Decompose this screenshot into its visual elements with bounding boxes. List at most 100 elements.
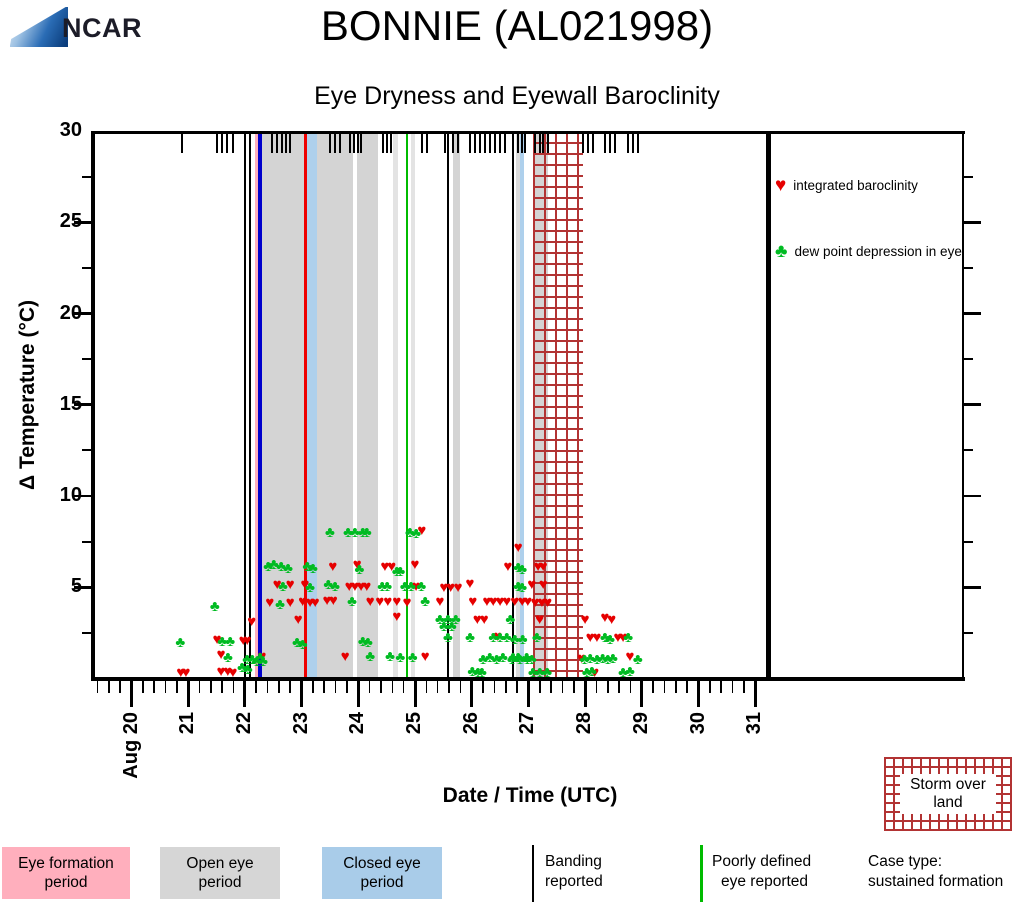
observation-rug-tick	[221, 134, 224, 153]
heart-point: ♥	[523, 592, 533, 610]
club-point: ♣	[323, 576, 334, 594]
heart-point: ♥	[223, 662, 233, 680]
heart-point: ♥	[181, 663, 191, 681]
x-tick	[243, 680, 247, 707]
club-point: ♣	[531, 629, 542, 647]
club-point: ♣	[618, 663, 628, 681]
heart-point: ♥	[285, 593, 295, 611]
club-point: ♣	[406, 578, 416, 595]
y-tick-left	[74, 585, 91, 589]
x-tick	[323, 680, 326, 693]
x-tick	[312, 680, 314, 693]
x-tick	[583, 680, 587, 707]
club-point: ♣	[491, 651, 502, 668]
y-tick-label: 5	[70, 575, 82, 598]
banding-line	[512, 131, 515, 679]
x-tick	[153, 680, 155, 693]
x-tick	[663, 680, 666, 693]
y-tick-right	[964, 403, 981, 407]
band-open_eye_period	[392, 131, 398, 679]
legend-label-dewpoint: dew point depression in eye	[794, 244, 962, 259]
observation-rug-tick	[499, 134, 501, 153]
x-tick	[720, 680, 722, 693]
club-point: ♣	[501, 629, 512, 647]
heart-point: ♥	[285, 576, 295, 594]
heart-point: ♥	[472, 610, 482, 628]
heart-point: ♥	[328, 591, 338, 609]
heart-point: ♥	[479, 610, 489, 628]
club-point: ♣	[395, 648, 406, 666]
y-tick-left	[74, 220, 91, 224]
heart-point: ♥	[607, 610, 617, 628]
club-icon: ♣	[775, 241, 788, 262]
x-tick	[186, 680, 190, 707]
club-point: ♣	[542, 663, 553, 681]
x-tick	[413, 680, 417, 707]
heart-point: ♥	[580, 610, 590, 628]
x-tick	[753, 680, 757, 707]
heart-point: ♥	[600, 609, 610, 627]
club-point: ♣	[305, 578, 316, 596]
club-point: ♣	[399, 578, 410, 595]
heart-point: ♥	[305, 593, 315, 611]
x-tick	[482, 680, 484, 693]
x-tick	[289, 680, 292, 693]
x-tick	[629, 680, 632, 693]
heart-point: ♥	[482, 592, 492, 610]
key-open-eye-line1: Open eye	[186, 855, 254, 872]
heart-point: ♥	[618, 629, 628, 647]
y-tick-right	[964, 220, 981, 224]
heart-point: ♥	[310, 593, 320, 611]
heart-point: ♥	[380, 557, 390, 575]
club-point: ♣	[465, 629, 475, 647]
key-poorly-defined-line2: eye reported	[721, 873, 809, 890]
heart-icon: ♥	[775, 175, 787, 196]
heart-point: ♥	[411, 578, 421, 595]
heart-point: ♥	[488, 592, 498, 610]
club-point: ♣	[302, 557, 313, 575]
observation-rug-tick	[284, 134, 287, 153]
plot-border-left	[91, 131, 95, 681]
club-point: ♣	[442, 610, 453, 628]
x-tick	[176, 680, 178, 693]
x-tick	[697, 680, 700, 707]
observation-rug-tick	[390, 134, 393, 153]
x-tick	[731, 680, 734, 693]
observation-rug-tick	[504, 134, 507, 153]
observation-rug-tick	[587, 134, 589, 153]
club-point: ♣	[495, 629, 505, 647]
x-tick	[493, 680, 496, 693]
x-tick	[210, 680, 212, 693]
club-point: ♣	[517, 630, 528, 648]
club-point: ♣	[592, 651, 602, 668]
x-tick	[561, 680, 564, 693]
club-point: ♣	[222, 649, 233, 667]
x-tick	[436, 680, 439, 693]
club-point: ♣	[513, 558, 524, 576]
case-type-note: Case type: sustained formation	[868, 852, 1003, 892]
observation-rug-tick	[546, 134, 549, 153]
key-closed-eye-line1: Closed eye	[343, 855, 421, 872]
club-point: ♣	[513, 578, 524, 595]
club-point: ♣	[420, 592, 431, 610]
club-point: ♣	[442, 629, 453, 647]
heart-point: ♥	[247, 612, 257, 630]
club-point: ♣	[385, 647, 395, 665]
club-point: ♣	[607, 650, 618, 668]
club-point: ♣	[467, 662, 478, 680]
club-point: ♣	[623, 629, 634, 647]
storm-over-land-key: Storm over land	[884, 757, 1012, 831]
legend-row-baroclinity: ♥ integrated baroclinity	[775, 176, 918, 195]
y-tick-right	[964, 585, 981, 589]
band-open_eye_period	[452, 131, 460, 679]
club-point: ♣	[528, 663, 538, 681]
x-tick-label: 31	[743, 711, 766, 734]
key-open-eye-period: Open eye period	[160, 847, 280, 899]
y-tick-left	[74, 312, 91, 315]
club-point: ♣	[416, 578, 427, 595]
x-axis-label: Date / Time (UTC)	[442, 784, 618, 807]
heart-point: ♥	[352, 556, 362, 574]
key-banding-line1: Banding	[545, 853, 602, 870]
club-point: ♣	[343, 523, 354, 541]
